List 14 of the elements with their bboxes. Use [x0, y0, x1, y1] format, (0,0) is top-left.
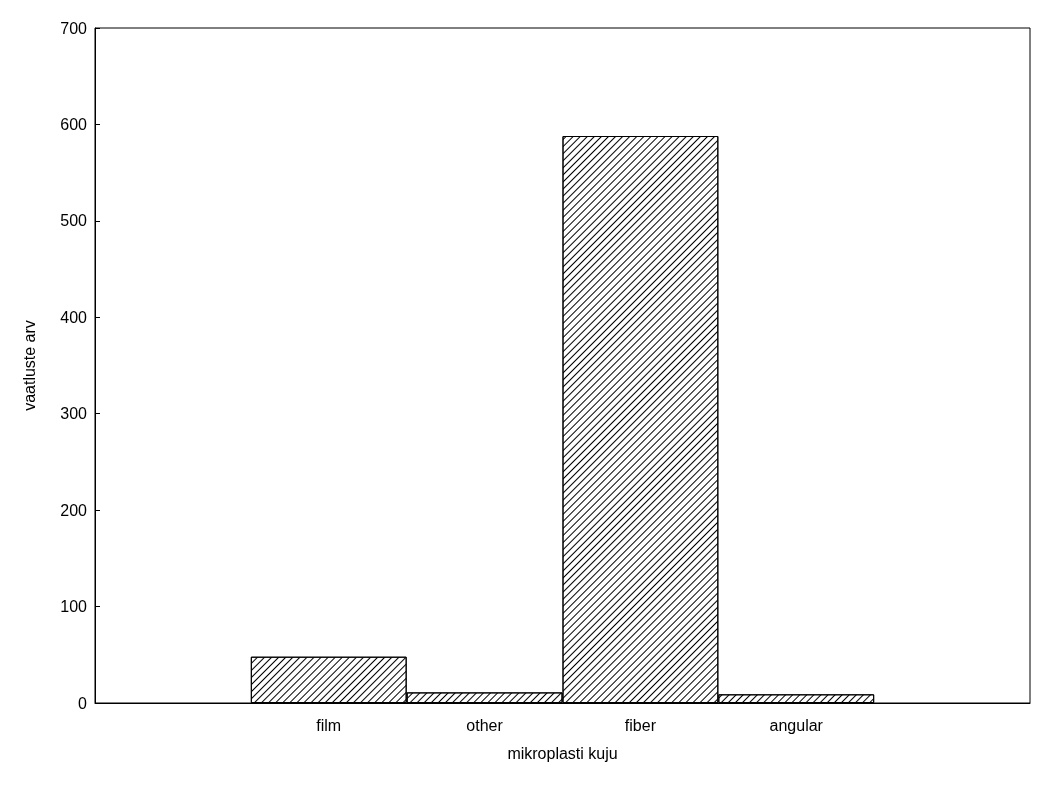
y-tick-label: 400	[60, 308, 88, 326]
y-tick-label: 100	[60, 598, 88, 616]
x-tick-label: fiber	[624, 716, 657, 734]
y-axis-title: vaatluste arv	[20, 320, 38, 411]
y-tick-label: 600	[60, 115, 88, 133]
y-tick-label: 0	[78, 694, 88, 712]
y-tick-label: 300	[60, 405, 88, 423]
x-tick-label: film	[316, 716, 342, 734]
y-tick-label: 700	[60, 19, 88, 37]
y-tick-label: 500	[60, 212, 88, 230]
x-tick-label: angular	[769, 716, 824, 734]
y-tick-label: 200	[60, 501, 88, 519]
x-axis-title: mikroplasti kuju	[507, 744, 618, 762]
x-tick-label: other	[466, 716, 504, 734]
